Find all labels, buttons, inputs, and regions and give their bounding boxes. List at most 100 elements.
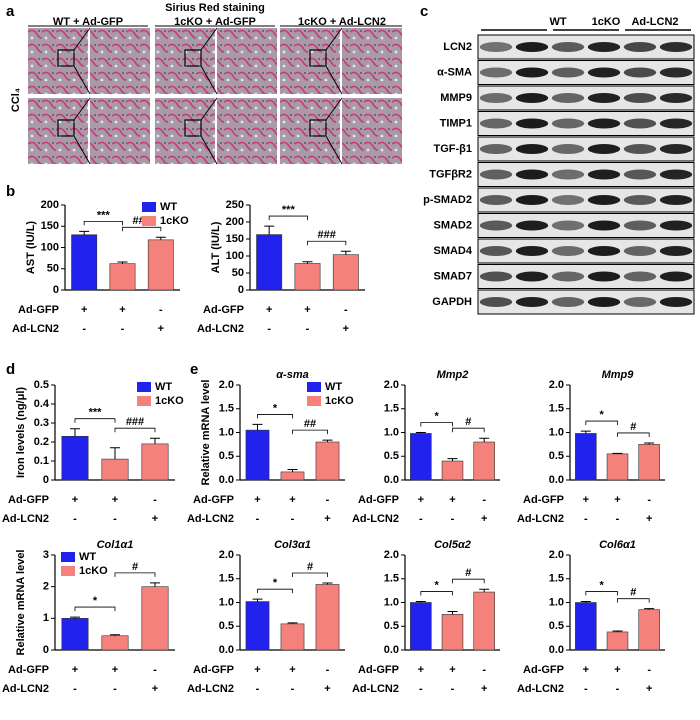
chart-title: Col6α1 <box>599 539 636 551</box>
y-tick-label: 1 <box>43 612 49 624</box>
blot-band <box>551 67 585 78</box>
treatment-label: Ad-GFP <box>193 494 234 506</box>
error-bar <box>117 261 128 264</box>
treatment-mark: + <box>646 683 652 695</box>
bar <box>141 443 169 481</box>
significance-label: * <box>435 579 440 591</box>
y-tick-label: 1.5 <box>219 573 234 585</box>
treatment-mark: + <box>583 494 589 506</box>
y-tick-label: 1.0 <box>384 596 399 608</box>
y-tick-label: 0.0 <box>549 644 564 656</box>
error-bar <box>479 588 490 593</box>
y-tick-label: 1.5 <box>549 573 564 585</box>
legend-label: 1cKO <box>160 215 189 227</box>
treatment-mark: + <box>481 683 487 695</box>
error-bar <box>447 458 458 461</box>
treatment-mark: + <box>266 304 272 316</box>
legend-swatch <box>307 382 321 392</box>
significance-label: # <box>630 421 636 433</box>
blot-band <box>587 93 621 103</box>
significance-label: *** <box>89 407 103 419</box>
protein-label: TIMP1 <box>440 117 472 129</box>
bar <box>256 234 283 291</box>
significance-bracket <box>74 418 116 423</box>
blot-band <box>515 271 549 282</box>
bar <box>638 609 660 651</box>
significance-bracket <box>585 591 618 596</box>
y-tick-label: 2.0 <box>219 379 234 391</box>
blot-band <box>479 67 513 78</box>
significance-label: *** <box>282 204 296 216</box>
treatment-mark: - <box>73 683 77 695</box>
legend-label: 1cKO <box>155 395 184 407</box>
blot-band <box>623 93 657 103</box>
treatment-mark: + <box>614 494 620 506</box>
y-tick-label: 0.5 <box>219 620 234 632</box>
bar <box>473 441 495 481</box>
y-tick-label: 0.1 <box>34 455 49 467</box>
blot-band <box>515 118 549 129</box>
treatment-mark: - <box>153 494 157 506</box>
significance-label: * <box>273 577 278 589</box>
y-axis-label: Iron levels (ng/μl) <box>15 387 27 478</box>
treatment-label: Ad-LCN2 <box>187 683 234 695</box>
error-bar <box>155 236 166 240</box>
bar <box>606 453 629 481</box>
blot-band <box>551 195 585 205</box>
protein-label: LCN2 <box>443 41 472 53</box>
bar <box>61 435 89 481</box>
significance-bracket <box>307 240 347 246</box>
blot-band <box>515 246 549 256</box>
inset-line <box>200 135 218 165</box>
treatment-mark: - <box>121 323 125 335</box>
treatment-mark: + <box>81 304 87 316</box>
treatment-mark: + <box>152 513 158 525</box>
treatment-mark: + <box>324 513 330 525</box>
blot-band <box>659 144 693 154</box>
error-bar <box>79 230 90 235</box>
inset-line <box>325 65 343 95</box>
y-tick-label: 0.5 <box>549 450 564 462</box>
legend-swatch <box>137 396 151 406</box>
blot-band <box>659 67 693 78</box>
bar <box>147 239 174 291</box>
histology-image <box>90 98 150 164</box>
y-tick-label: 1.5 <box>384 403 399 415</box>
significance-bracket <box>292 429 328 435</box>
inset-line <box>73 97 91 121</box>
panel-label: b <box>6 183 15 200</box>
error-bar <box>70 428 80 437</box>
inset-box <box>184 49 202 67</box>
inset-line <box>73 27 91 51</box>
y-tick-label: 0 <box>238 284 244 296</box>
inset-line <box>325 135 343 165</box>
bar <box>141 586 169 651</box>
blot-band <box>623 297 657 307</box>
y-axis-label: Relative mRNA level <box>200 380 212 486</box>
blot-band <box>587 42 621 52</box>
error-bar <box>644 442 655 445</box>
y-tick-label: 2.0 <box>549 379 564 391</box>
chart-title: Col1α1 <box>97 539 134 551</box>
inset-box <box>309 119 327 137</box>
histology-image <box>342 98 402 164</box>
treatment-label: Ad-GFP <box>8 664 49 676</box>
y-tick-label: 1.5 <box>384 573 399 585</box>
treatment-mark: - <box>419 513 423 525</box>
treatment-mark: + <box>614 664 620 676</box>
blot-band <box>551 144 585 154</box>
blot-band <box>659 246 693 256</box>
treatment-label: Ad-GFP <box>358 664 399 676</box>
blot-band <box>515 93 549 103</box>
blot-band <box>479 195 513 205</box>
treatment-mark: - <box>647 494 651 506</box>
bar <box>280 623 305 651</box>
panel-label: c <box>420 3 428 20</box>
histology-image <box>217 28 277 94</box>
treatment-label: Ad-GFP <box>358 494 399 506</box>
blot-band <box>515 67 549 78</box>
protein-label: SMAD7 <box>433 270 472 282</box>
y-tick-label: 2.0 <box>384 379 399 391</box>
blot-strip <box>477 187 695 213</box>
inset-box <box>57 49 75 67</box>
